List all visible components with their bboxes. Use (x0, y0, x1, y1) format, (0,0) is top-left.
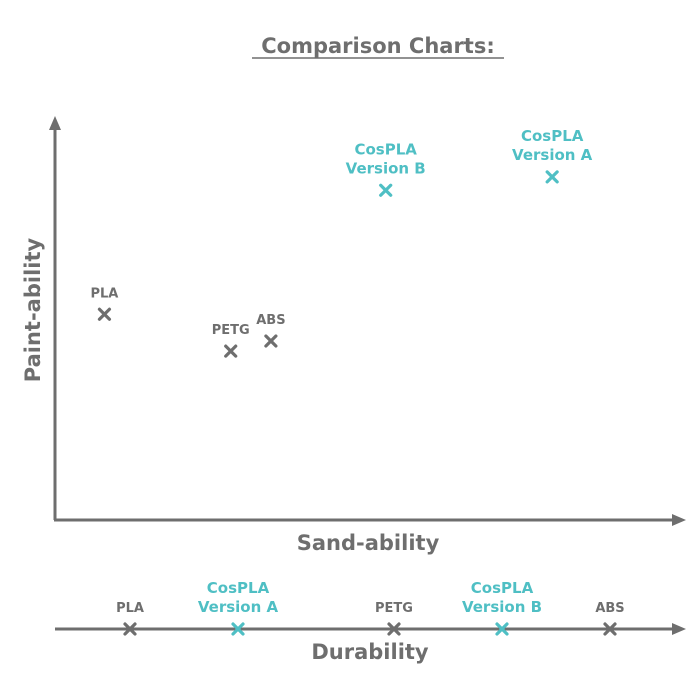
durability-axis-label: Durability (311, 640, 429, 664)
x-axis-label: Sand-ability (297, 531, 440, 555)
abs-label: ABS (256, 313, 285, 328)
cospla-version-a-marker (545, 170, 559, 184)
y-axis-arrow (49, 116, 61, 130)
durability-cospla-version-b-label: Version B (462, 598, 542, 616)
pla-marker (97, 307, 112, 321)
durability-petg-marker (387, 622, 401, 636)
cospla-version-a-label: CosPLA (521, 127, 584, 145)
durability-cospla-version-b-label: CosPLA (471, 579, 534, 597)
chart-title: Comparison Charts: (261, 34, 495, 58)
durability-abs-label: ABS (595, 601, 624, 616)
x-axis-arrow (672, 514, 686, 526)
durability-cospla-version-b-marker (495, 622, 509, 636)
y-axis-label: Paint-ability (21, 237, 45, 382)
durability-cospla-version-a-label: CosPLA (207, 579, 270, 597)
durability-cospla-version-a-label: Version A (198, 598, 279, 616)
durability-pla-label: PLA (116, 601, 144, 616)
cospla-version-b-label: Version B (346, 159, 426, 177)
durability-axis-arrow (672, 623, 686, 635)
petg-marker (224, 344, 238, 358)
cospla-version-a-label: Version A (512, 146, 593, 164)
petg-label: PETG (212, 323, 250, 338)
abs-marker (264, 334, 278, 348)
pla-label: PLA (91, 286, 119, 301)
durability-cospla-version-a-marker (231, 622, 245, 636)
cospla-version-b-label: CosPLA (354, 140, 417, 158)
durability-petg-label: PETG (375, 601, 413, 616)
durability-abs-marker (603, 622, 617, 636)
durability-pla-marker (123, 622, 137, 636)
cospla-version-b-marker (379, 183, 393, 197)
